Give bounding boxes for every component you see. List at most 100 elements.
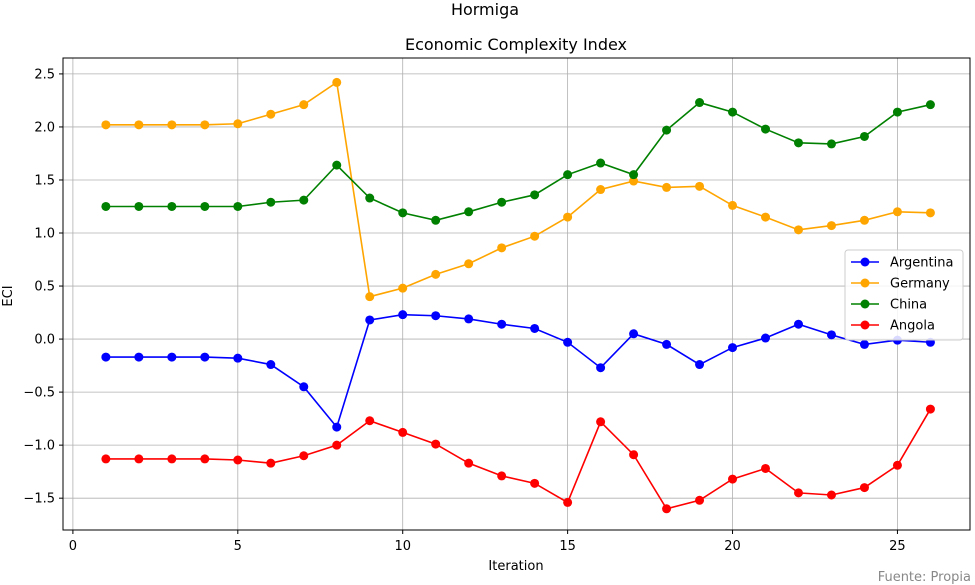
y-tick-label: −0.5 <box>23 386 55 401</box>
legend-marker-china <box>861 300 870 309</box>
point-china <box>497 198 506 207</box>
legend-marker-germany <box>861 279 870 288</box>
point-china <box>827 139 836 148</box>
point-angola <box>233 455 242 464</box>
point-germany <box>695 182 704 191</box>
point-argentina <box>695 360 704 369</box>
point-germany <box>233 119 242 128</box>
point-china <box>431 216 440 225</box>
point-argentina <box>233 354 242 363</box>
point-angola <box>860 483 869 492</box>
point-angola <box>200 454 209 463</box>
point-germany <box>464 259 473 268</box>
point-china <box>299 196 308 205</box>
point-angola <box>761 464 770 473</box>
point-angola <box>134 454 143 463</box>
point-argentina <box>398 310 407 319</box>
point-angola <box>266 459 275 468</box>
series-line-argentina <box>106 315 931 427</box>
point-argentina <box>761 334 770 343</box>
series-line-angola <box>106 409 931 509</box>
legend-label-angola: Angola <box>890 319 935 334</box>
point-argentina <box>827 330 836 339</box>
x-tick-label: 25 <box>889 539 906 554</box>
point-argentina <box>332 423 341 432</box>
point-china <box>596 159 605 168</box>
point-china <box>728 108 737 117</box>
point-china <box>794 138 803 147</box>
x-tick-label: 5 <box>234 539 242 554</box>
legend-marker-argentina <box>861 258 870 267</box>
x-axis-ticks: 0 5 10 15 20 25 <box>69 530 906 554</box>
legend: Argentina Germany China Angola <box>845 250 963 340</box>
point-angola <box>497 471 506 480</box>
point-argentina <box>299 382 308 391</box>
point-china <box>662 126 671 135</box>
point-argentina <box>266 360 275 369</box>
point-angola <box>893 461 902 470</box>
point-china <box>365 194 374 203</box>
point-angola <box>365 416 374 425</box>
point-argentina <box>662 340 671 349</box>
point-angola <box>926 405 935 414</box>
y-tick-label: 1.0 <box>34 227 55 242</box>
point-china <box>101 202 110 211</box>
point-argentina <box>860 340 869 349</box>
point-germany <box>332 78 341 87</box>
x-axis-label: Iteration <box>488 559 543 574</box>
x-tick-label: 0 <box>69 539 77 554</box>
point-china <box>893 108 902 117</box>
point-argentina <box>200 353 209 362</box>
chart-title: Economic Complexity Index <box>405 35 627 54</box>
point-germany <box>794 225 803 234</box>
y-tick-label: 0.5 <box>34 280 55 295</box>
y-tick-label: −1.5 <box>23 492 55 507</box>
point-angola <box>596 417 605 426</box>
point-germany <box>926 208 935 217</box>
point-germany <box>266 110 275 119</box>
point-argentina <box>497 320 506 329</box>
point-germany <box>134 120 143 129</box>
point-angola <box>431 440 440 449</box>
point-germany <box>893 207 902 216</box>
point-argentina <box>530 324 539 333</box>
point-china <box>860 132 869 141</box>
point-germany <box>200 120 209 129</box>
legend-label-china: China <box>890 298 927 313</box>
series-lines <box>101 78 935 513</box>
x-tick-label: 20 <box>724 539 741 554</box>
y-tick-label: −1.0 <box>23 439 55 454</box>
legend-label-argentina: Argentina <box>890 256 953 271</box>
point-china <box>926 100 935 109</box>
point-germany <box>596 185 605 194</box>
point-argentina <box>134 353 143 362</box>
point-china <box>398 208 407 217</box>
point-germany <box>299 100 308 109</box>
point-argentina <box>167 353 176 362</box>
point-angola <box>464 459 473 468</box>
point-argentina <box>728 343 737 352</box>
point-angola <box>398 428 407 437</box>
legend-marker-angola <box>861 321 870 330</box>
point-angola <box>299 451 308 460</box>
point-angola <box>794 488 803 497</box>
point-argentina <box>431 311 440 320</box>
y-tick-label: 1.5 <box>34 173 55 188</box>
point-angola <box>332 441 341 450</box>
point-germany <box>563 213 572 222</box>
point-angola <box>563 498 572 507</box>
y-tick-label: 2.5 <box>34 67 55 82</box>
point-china <box>233 202 242 211</box>
point-angola <box>530 479 539 488</box>
point-china <box>200 202 209 211</box>
series-line-china <box>106 103 931 221</box>
point-angola <box>101 454 110 463</box>
point-china <box>761 125 770 134</box>
point-china <box>464 207 473 216</box>
y-tick-label: 0.0 <box>34 333 55 348</box>
series-line-germany <box>106 82 931 296</box>
point-germany <box>530 232 539 241</box>
point-germany <box>827 221 836 230</box>
point-argentina <box>596 363 605 372</box>
